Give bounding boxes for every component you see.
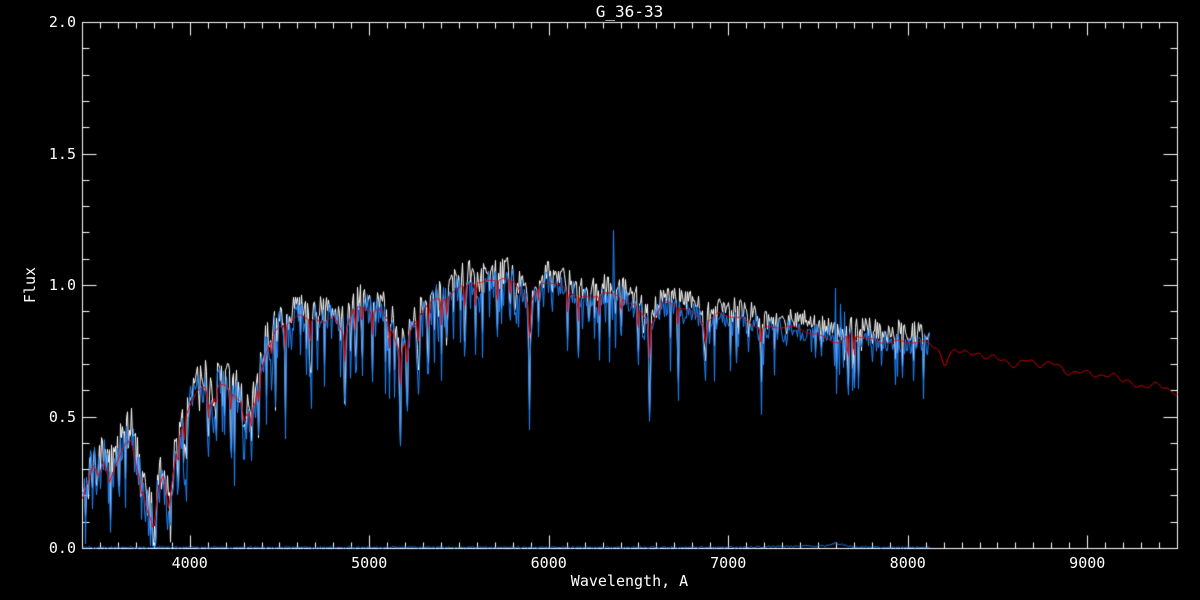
- x-tick-label: 4000: [171, 554, 208, 572]
- y-tick-label: 0.0: [48, 539, 76, 557]
- x-tick-label: 9000: [1069, 554, 1106, 572]
- y-tick-label: 1.0: [48, 276, 76, 294]
- x-tick-label: 8000: [889, 554, 926, 572]
- x-tick-label: 6000: [530, 554, 567, 572]
- plot-title: G_36-33: [595, 2, 664, 21]
- x-axis-label: Wavelength, A: [570, 572, 689, 590]
- y-tick-label: 2.0: [48, 13, 76, 31]
- x-tick-label: 7000: [710, 554, 747, 572]
- x-tick-label: 5000: [351, 554, 388, 572]
- y-tick-label: 0.5: [48, 407, 76, 426]
- y-tick-label: 1.5: [48, 144, 76, 163]
